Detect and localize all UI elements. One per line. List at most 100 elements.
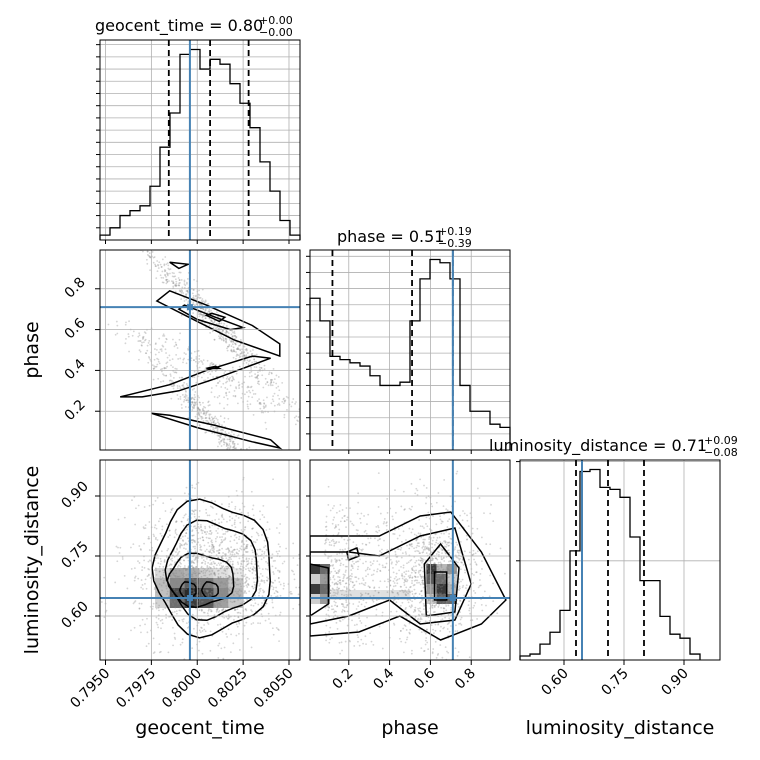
- scatter-panel-geocent_time-vs-phase-sample-point: [212, 417, 214, 420]
- scatter-panel-geocent_time-vs-luminosity_distance-sample-point: [228, 578, 230, 581]
- scatter-panel-phase-vs-luminosity_distance-sample-point: [330, 570, 333, 573]
- scatter-panel-geocent_time-vs-luminosity_distance-sample-point: [181, 574, 184, 577]
- scatter-panel-phase-vs-luminosity_distance-sample-point: [351, 522, 354, 525]
- scatter-panel-geocent_time-vs-luminosity_distance-sample-point: [217, 572, 220, 575]
- scatter-panel-phase-vs-luminosity_distance-sample-point: [324, 577, 326, 579]
- scatter-panel-geocent_time-vs-luminosity_distance-sample-point: [186, 543, 188, 546]
- scatter-panel-geocent_time-vs-luminosity_distance-sample-point: [202, 552, 205, 555]
- scatter-panel-phase-vs-luminosity_distance-sample-point: [440, 592, 443, 595]
- scatter-panel-phase-vs-luminosity_distance-sample-point: [324, 549, 327, 552]
- scatter-panel-phase-vs-luminosity_distance-sample-point: [430, 502, 433, 505]
- scatter-panel-phase-vs-luminosity_distance-sample-point: [414, 561, 417, 564]
- scatter-panel-phase-vs-luminosity_distance-sample-point: [402, 627, 405, 630]
- scatter-panel-geocent_time-vs-luminosity_distance-sample-point: [219, 543, 221, 546]
- scatter-panel-geocent_time-vs-luminosity_distance-sample-point: [210, 593, 213, 596]
- scatter-panel-phase-vs-luminosity_distance-sample-point: [343, 538, 346, 541]
- scatter-panel-geocent_time-vs-luminosity_distance-sample-point: [192, 534, 195, 537]
- scatter-panel-geocent_time-vs-phase-sample-point: [170, 379, 173, 382]
- scatter-panel-geocent_time-vs-luminosity_distance-sample-point: [198, 577, 201, 580]
- scatter-panel-phase-vs-luminosity_distance-sample-point: [398, 637, 401, 640]
- scatter-panel-geocent_time-vs-phase-sample-point: [143, 331, 146, 334]
- scatter-panel-phase-vs-luminosity_distance-sample-point: [436, 565, 439, 568]
- scatter-panel-geocent_time-vs-phase-sample-point: [198, 401, 201, 404]
- scatter-panel-geocent_time-vs-luminosity_distance-sample-point: [194, 527, 197, 530]
- scatter-panel-phase-vs-luminosity_distance-sample-point: [446, 602, 449, 605]
- scatter-panel-geocent_time-vs-luminosity_distance-sample-point: [247, 569, 250, 572]
- scatter-panel-geocent_time-vs-phase-sample-point: [163, 374, 166, 377]
- scatter-panel-geocent_time-vs-luminosity_distance-sample-point: [116, 560, 119, 563]
- scatter-panel-geocent_time-vs-phase-sample-point: [162, 373, 164, 376]
- scatter-panel-geocent_time-vs-luminosity_distance-sample-point: [228, 589, 231, 592]
- scatter-panel-phase-vs-luminosity_distance-sample-point: [410, 558, 413, 561]
- scatter-panel-geocent_time-vs-phase-sample-point: [238, 365, 241, 368]
- scatter-panel-geocent_time-vs-luminosity_distance-sample-point: [146, 617, 148, 620]
- scatter-panel-geocent_time-vs-phase-sample-point: [208, 417, 211, 420]
- scatter-panel-phase-vs-luminosity_distance-sample-point: [408, 527, 411, 530]
- scatter-panel-phase-vs-luminosity_distance-sample-point: [395, 610, 398, 613]
- scatter-panel-phase-vs-luminosity_distance-sample-point: [339, 620, 342, 623]
- scatter-panel-phase-vs-luminosity_distance-sample-point: [360, 512, 363, 515]
- scatter-panel-phase-vs-luminosity_distance-sample-point: [448, 541, 451, 544]
- scatter-panel-geocent_time-vs-luminosity_distance-sample-point: [212, 565, 215, 568]
- scatter-panel-geocent_time-vs-phase-sample-point: [218, 402, 221, 405]
- scatter-panel-phase-vs-luminosity_distance-sample-point: [421, 546, 424, 549]
- scatter-panel-geocent_time-vs-phase-sample-point: [165, 367, 167, 370]
- scatter-panel-geocent_time-vs-phase-sample-point: [164, 274, 167, 277]
- scatter-panel-geocent_time-vs-luminosity_distance-sample-point: [259, 590, 261, 592]
- scatter-panel-geocent_time-vs-luminosity_distance-sample-point: [185, 568, 187, 571]
- scatter-panel-geocent_time-vs-luminosity_distance-sample-point: [223, 590, 226, 592]
- scatter-panel-geocent_time-vs-phase-sample-point: [249, 350, 252, 353]
- scatter-panel-phase-vs-luminosity_distance-sample-point: [415, 559, 418, 562]
- scatter-panel-geocent_time-vs-phase-sample-point: [223, 322, 226, 325]
- scatter-panel-geocent_time-vs-luminosity_distance-sample-point: [303, 620, 305, 622]
- scatter-panel-geocent_time-vs-phase-sample-point: [115, 320, 118, 323]
- scatter-panel-geocent_time-vs-phase-sample-point: [195, 303, 198, 306]
- scatter-panel-geocent_time-vs-luminosity_distance-sample-point: [121, 556, 124, 558]
- scatter-panel-phase-vs-luminosity_distance-sample-point: [427, 548, 430, 551]
- scatter-panel-geocent_time-vs-phase-sample-point: [128, 350, 130, 353]
- scatter-panel-geocent_time-vs-luminosity_distance-sample-point: [201, 600, 204, 603]
- scatter-panel-phase-vs-luminosity_distance-sample-point: [420, 577, 423, 579]
- scatter-panel-geocent_time-vs-luminosity_distance-sample-point: [256, 538, 259, 541]
- scatter-panel-geocent_time-vs-phase-sample-point: [202, 318, 204, 321]
- scatter-panel-geocent_time-vs-luminosity_distance-sample-point: [205, 579, 208, 581]
- scatter-panel-phase-vs-luminosity_distance-sample-point: [432, 600, 435, 603]
- scatter-panel-geocent_time-vs-luminosity_distance-sample-point: [181, 590, 183, 593]
- scatter-panel-phase-vs-luminosity_distance-sample-point: [345, 586, 348, 589]
- scatter-panel-phase-vs-luminosity_distance-sample-point: [441, 572, 444, 575]
- scatter-panel-geocent_time-vs-luminosity_distance-sample-point: [210, 562, 213, 564]
- scatter-panel-geocent_time-vs-luminosity_distance-sample-point: [243, 548, 246, 551]
- scatter-panel-geocent_time-vs-luminosity_distance-sample-point: [192, 568, 195, 571]
- scatter-panel-geocent_time-vs-luminosity_distance-sample-point: [198, 581, 201, 584]
- scatter-panel-geocent_time-vs-luminosity_distance-sample-point: [169, 498, 172, 501]
- scatter-panel-geocent_time-vs-phase-sample-point: [216, 428, 219, 431]
- scatter-panel-geocent_time-vs-luminosity_distance-sample-point: [185, 574, 188, 576]
- scatter-panel-geocent_time-vs-luminosity_distance-sample-point: [279, 614, 281, 616]
- scatter-panel-geocent_time-vs-luminosity_distance-sample-point: [158, 643, 161, 646]
- scatter-panel-phase-vs-luminosity_distance-sample-point: [400, 505, 403, 508]
- scatter-panel-phase-vs-luminosity_distance-sample-point: [439, 601, 442, 604]
- scatter-panel-geocent_time-vs-phase-sample-point: [203, 301, 206, 304]
- scatter-panel-phase-vs-luminosity_distance-sample-point: [365, 643, 367, 646]
- scatter-panel-phase-vs-luminosity_distance-sample-point: [372, 560, 375, 562]
- scatter-panel-geocent_time-vs-luminosity_distance-sample-point: [158, 570, 161, 573]
- scatter-panel-geocent_time-vs-luminosity_distance-sample-point: [234, 609, 236, 612]
- scatter-panel-phase-vs-luminosity_distance-sample-point: [375, 530, 378, 533]
- scatter-panel-geocent_time-vs-luminosity_distance-sample-point: [208, 551, 211, 554]
- scatter-panel-geocent_time-vs-luminosity_distance-sample-point: [123, 516, 126, 519]
- scatter-panel-phase-vs-luminosity_distance-sample-point: [435, 532, 438, 535]
- scatter-panel-geocent_time-vs-phase-sample-point: [185, 394, 188, 397]
- scatter-panel-geocent_time-vs-luminosity_distance-sample-point: [203, 672, 205, 674]
- scatter-panel-geocent_time-vs-luminosity_distance-sample-point: [191, 486, 194, 489]
- scatter-panel-phase-vs-luminosity_distance-sample-point: [405, 606, 407, 609]
- scatter-panel-geocent_time-vs-phase-sample-point: [249, 403, 252, 406]
- scatter-panel-geocent_time-vs-luminosity_distance-sample-point: [132, 543, 135, 546]
- scatter-panel-phase-vs-luminosity_distance-sample-point: [385, 524, 388, 527]
- scatter-panel-phase-vs-luminosity_distance-sample-point: [405, 594, 408, 596]
- scatter-panel-geocent_time-vs-phase-sample-point: [236, 443, 239, 445]
- scatter-panel-phase-vs-luminosity_distance-sample-point: [434, 629, 437, 632]
- scatter-panel-geocent_time-vs-luminosity_distance-sample-point: [221, 536, 224, 538]
- scatter-panel-geocent_time-vs-luminosity_distance-sample-point: [278, 570, 281, 572]
- scatter-panel-geocent_time-vs-luminosity_distance-sample-point: [193, 515, 196, 518]
- scatter-panel-phase-vs-luminosity_distance-sample-point: [323, 586, 326, 588]
